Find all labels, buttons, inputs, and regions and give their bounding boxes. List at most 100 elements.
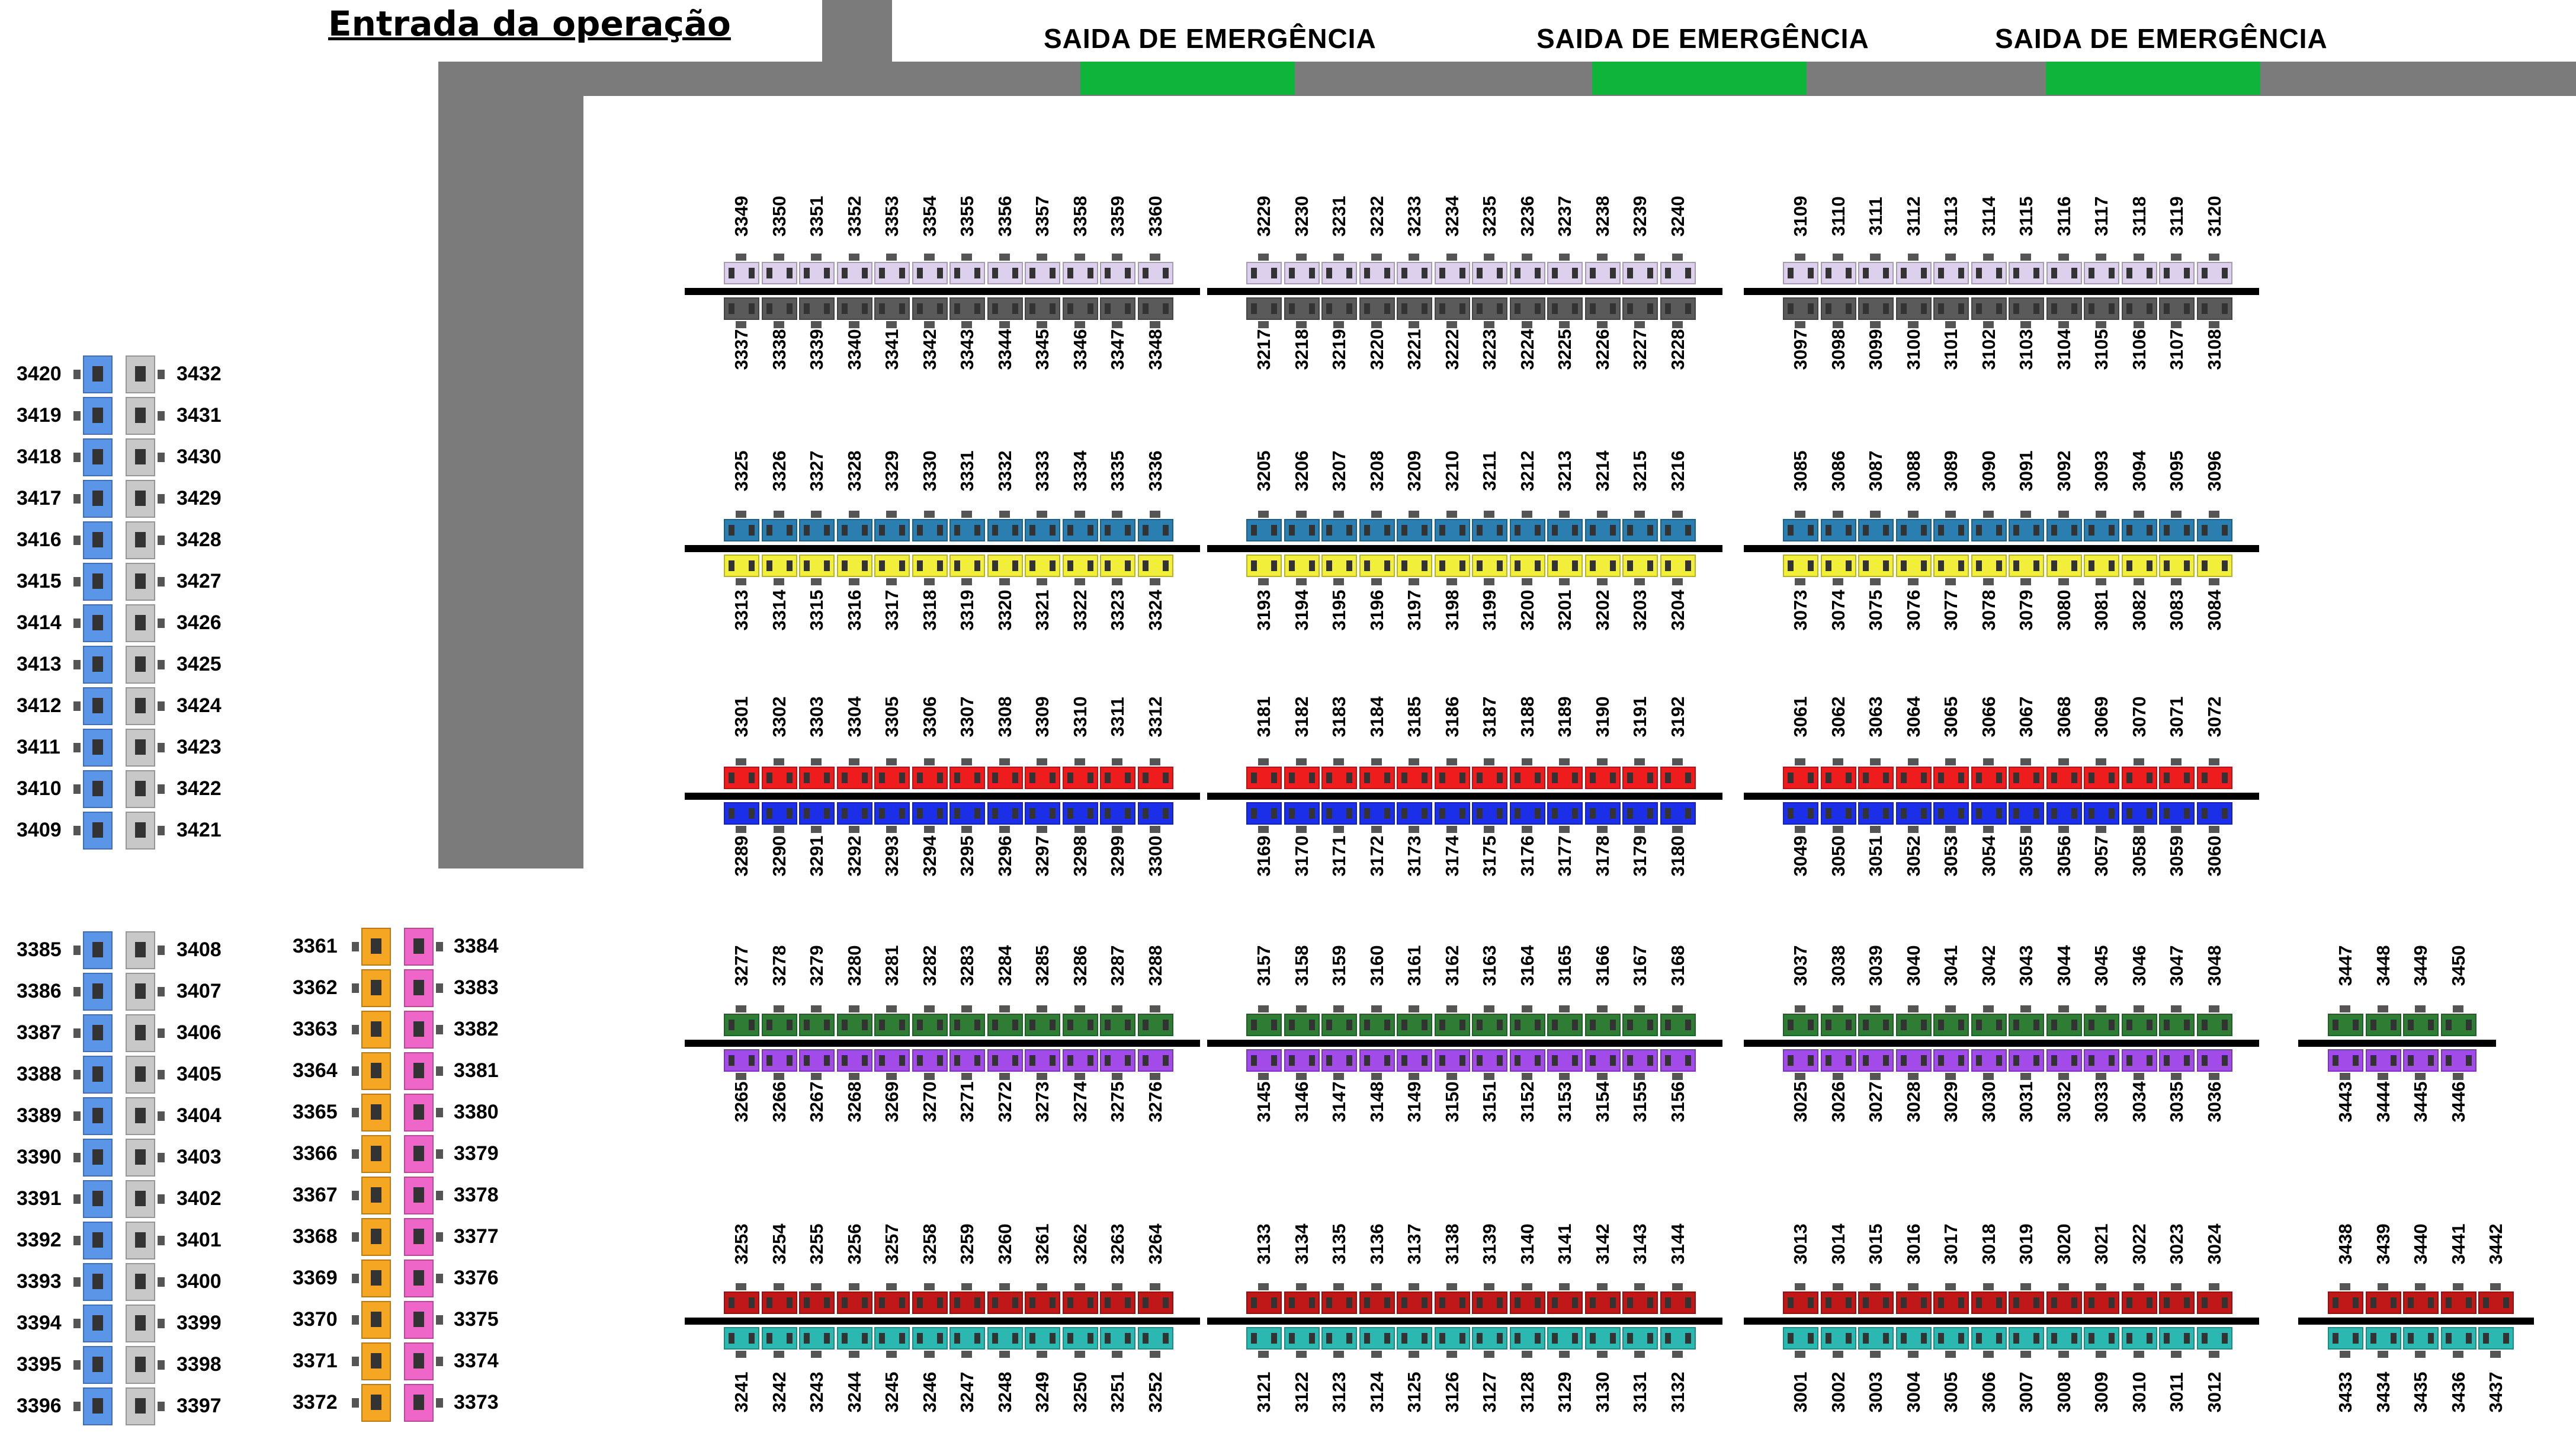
monitor-icon bbox=[1288, 773, 1295, 783]
chair-icon bbox=[1446, 578, 1457, 585]
workstation-number: 3193 bbox=[1253, 589, 1274, 631]
monitor-icon bbox=[371, 1395, 381, 1410]
workstation-3069[interactable] bbox=[2084, 767, 2119, 789]
workstation-number: 3313 bbox=[731, 589, 752, 631]
workstation-3417[interactable] bbox=[83, 480, 113, 518]
monitor-icon bbox=[1067, 268, 1073, 278]
monitor-icon bbox=[954, 525, 960, 536]
workstation-3409[interactable] bbox=[83, 812, 113, 850]
workstation-number: 3070 bbox=[2128, 696, 2150, 738]
chair-icon bbox=[1295, 758, 1307, 765]
chair-icon bbox=[886, 826, 897, 833]
chair-icon bbox=[1945, 1283, 1956, 1290]
monitor-icon bbox=[861, 560, 868, 571]
workstation-number: 3036 bbox=[2203, 1081, 2225, 1123]
chair-icon bbox=[2058, 511, 2069, 518]
desk-row-line bbox=[1744, 545, 2259, 552]
monitor-icon bbox=[1863, 773, 1869, 783]
workstation-3388[interactable] bbox=[83, 1056, 113, 1094]
monitor-icon bbox=[1920, 525, 1927, 536]
workstation-3065[interactable] bbox=[1933, 767, 1969, 789]
workstation-number: 3387 bbox=[17, 1021, 62, 1044]
workstation-number: 3299 bbox=[1107, 835, 1128, 877]
monitor-icon bbox=[974, 560, 980, 571]
workstation-3370[interactable] bbox=[361, 1301, 391, 1339]
chair-icon bbox=[1945, 1351, 1956, 1358]
monitor-icon bbox=[1271, 303, 1277, 314]
workstation-3169[interactable] bbox=[1246, 802, 1282, 825]
workstation-number: 3445 bbox=[2410, 1081, 2431, 1123]
monitor-icon bbox=[92, 656, 103, 672]
monitor-icon bbox=[2013, 560, 2019, 571]
workstation-3276[interactable] bbox=[1137, 1049, 1173, 1072]
monitor-icon bbox=[1422, 303, 1427, 314]
workstation-3391[interactable] bbox=[83, 1180, 113, 1218]
monitor-icon bbox=[1087, 773, 1093, 783]
monitor-icon bbox=[824, 268, 830, 278]
chair-icon bbox=[886, 1351, 897, 1358]
chair-icon bbox=[886, 254, 897, 261]
monitor-icon bbox=[766, 1020, 772, 1030]
workstation-number: 3079 bbox=[2016, 589, 2036, 631]
monitor-icon bbox=[1863, 1333, 1869, 1344]
chair-icon bbox=[1037, 254, 1047, 261]
monitor-icon bbox=[2221, 268, 2228, 278]
workstation-3197[interactable] bbox=[1397, 555, 1432, 577]
monitor-icon bbox=[824, 1055, 830, 1066]
monitor-icon bbox=[1271, 773, 1277, 783]
chair-icon bbox=[1037, 826, 1047, 833]
chair-icon bbox=[2171, 511, 2182, 518]
monitor-icon bbox=[1012, 1055, 1018, 1066]
monitor-icon bbox=[1883, 268, 1889, 278]
monitor-icon bbox=[1105, 1297, 1111, 1308]
workstation-3424[interactable] bbox=[126, 687, 155, 725]
monitor-icon bbox=[1029, 1020, 1035, 1030]
chair-icon bbox=[1596, 254, 1608, 261]
chair-icon bbox=[1521, 826, 1532, 833]
workstation-number: 3211 bbox=[1479, 451, 1500, 491]
chair-icon bbox=[811, 321, 822, 328]
workstation-3389[interactable] bbox=[83, 1097, 113, 1135]
workstation-number: 3039 bbox=[1865, 945, 1886, 986]
workstation-number: 3242 bbox=[768, 1371, 790, 1413]
workstation-number: 3052 bbox=[1903, 835, 1924, 877]
workstation-3399[interactable] bbox=[126, 1305, 155, 1342]
workstation-3259[interactable] bbox=[949, 1291, 985, 1314]
chair-icon bbox=[2208, 321, 2219, 328]
monitor-icon bbox=[2333, 1055, 2338, 1066]
chair-icon bbox=[1907, 1073, 1919, 1080]
monitor-icon bbox=[1346, 1020, 1352, 1030]
monitor-icon bbox=[2033, 525, 2039, 536]
workstation-number: 3411 bbox=[17, 736, 60, 758]
workstation-number: 3222 bbox=[1441, 329, 1462, 370]
workstation-number: 3093 bbox=[2091, 450, 2112, 492]
workstation-3406[interactable] bbox=[126, 1014, 155, 1052]
workstation-number: 3141 bbox=[1554, 1223, 1575, 1265]
workstation-number: 3362 bbox=[293, 976, 338, 999]
monitor-icon bbox=[1845, 560, 1852, 571]
workstation-3421[interactable] bbox=[126, 812, 155, 850]
chair-icon bbox=[1634, 578, 1645, 585]
workstation-3390[interactable] bbox=[83, 1139, 113, 1177]
chair-icon bbox=[1907, 254, 1919, 261]
chair-icon bbox=[2058, 1005, 2069, 1012]
chair-icon bbox=[1870, 1005, 1881, 1012]
monitor-icon bbox=[1883, 1055, 1889, 1066]
workstation-3430[interactable] bbox=[126, 438, 155, 476]
workstation-number: 3235 bbox=[1479, 196, 1500, 237]
chair-icon bbox=[1295, 511, 1307, 518]
monitor-icon bbox=[1067, 560, 1073, 571]
chair-icon bbox=[1521, 578, 1532, 585]
monitor-icon bbox=[1125, 525, 1131, 536]
workstation-number: 3184 bbox=[1366, 696, 1387, 738]
chair-icon bbox=[923, 1073, 935, 1080]
monitor-icon bbox=[1514, 773, 1520, 783]
monitor-icon bbox=[2146, 1020, 2152, 1030]
chair-icon bbox=[773, 321, 784, 328]
monitor-icon bbox=[1845, 268, 1852, 278]
emergency-exit-3 bbox=[2046, 62, 2260, 95]
workstation-3367[interactable] bbox=[361, 1177, 391, 1214]
workstation-3189[interactable] bbox=[1547, 767, 1583, 789]
monitor-icon bbox=[1308, 1055, 1315, 1066]
workstation-number: 3001 bbox=[1790, 1371, 1811, 1413]
